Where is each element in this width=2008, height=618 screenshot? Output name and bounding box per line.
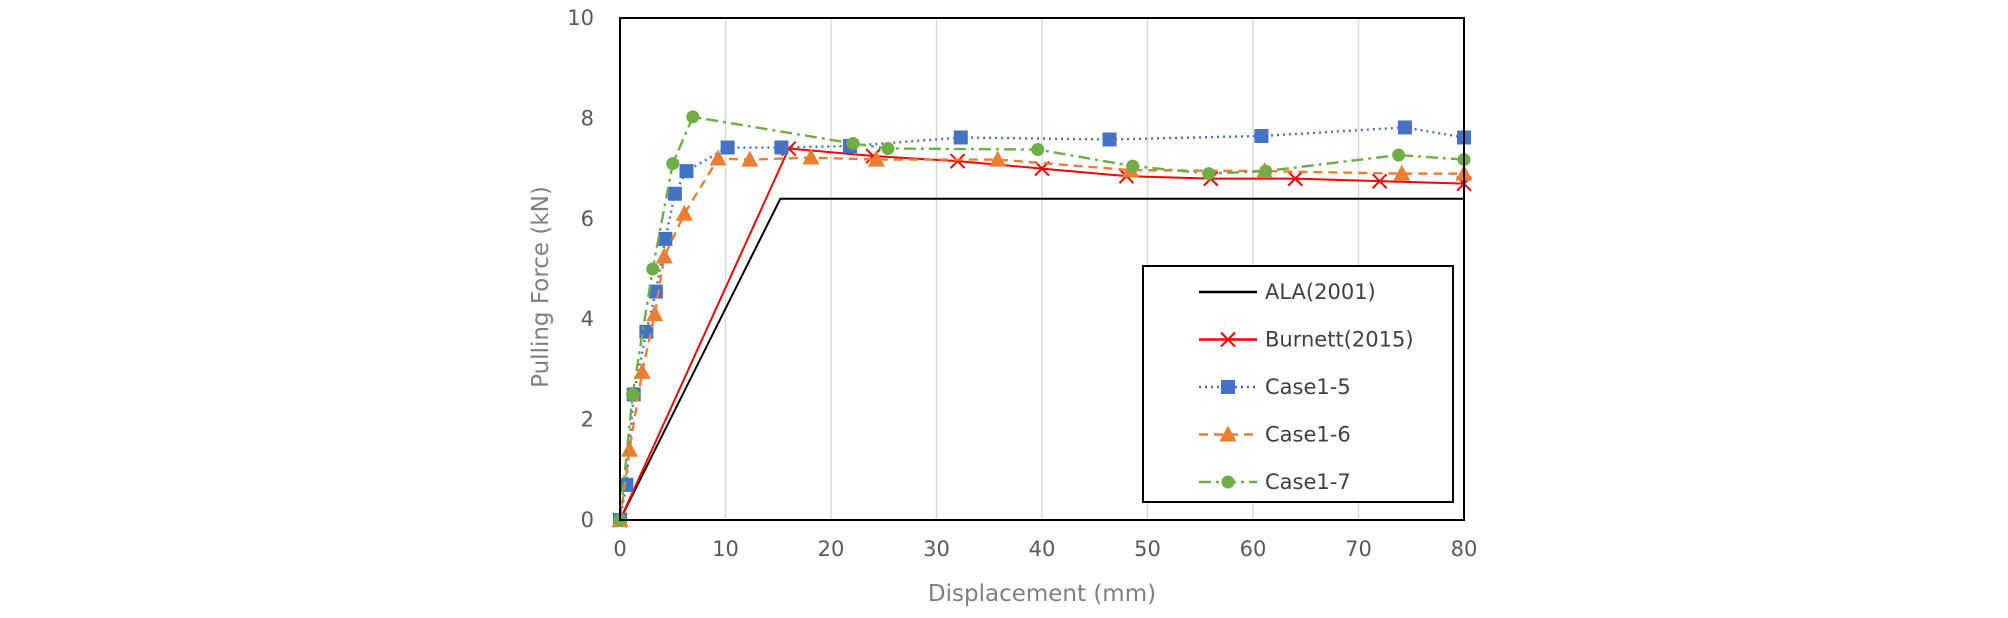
data-point-case1-7: [881, 142, 895, 156]
legend-label-burnett-2015: Burnett(2015): [1265, 328, 1414, 352]
legend-marker-burnett-2015: [1220, 331, 1236, 348]
x-marker-stroke: [1371, 173, 1388, 189]
data-point-case1-7: [1202, 167, 1216, 181]
legend: ALA(2001) Burnett(2015) Case1-5 Case1-6 Case…: [1142, 265, 1454, 503]
data-point-case1-6: [633, 362, 651, 379]
data-point-case1-5: [1397, 120, 1412, 135]
data-point-case1-5: [1102, 132, 1117, 147]
data-point-case1-7: [1126, 159, 1140, 173]
data-point-case1-5: [658, 231, 673, 246]
series-line-ala-2001: [619, 197, 1464, 521]
y-tick-label: 0: [581, 508, 594, 532]
y-tick-label: 6: [581, 207, 594, 231]
x-tick-label: 50: [1134, 537, 1161, 561]
series-case1-6: [611, 148, 1473, 527]
legend-item-case1-6: Case1-6: [1199, 423, 1351, 447]
data-point-case1-5: [774, 140, 789, 155]
legend-label-ala-2001: ALA(2001): [1265, 280, 1376, 304]
data-point-case1-5: [667, 186, 682, 201]
y-tick-label: 8: [581, 106, 594, 130]
data-point-case1-6: [989, 150, 1007, 167]
data-point-case1-6: [867, 150, 885, 167]
legend-box: [1142, 265, 1454, 503]
data-point-case1-5: [679, 164, 694, 179]
legend-item-ala-2001: ALA(2001): [1199, 280, 1376, 304]
x-tick-label: 40: [1029, 537, 1056, 561]
data-point-case1-7: [1259, 164, 1273, 178]
data-point-case1-7: [846, 137, 860, 150]
data-point-case1-6: [620, 440, 638, 457]
plot-area-frame: [619, 17, 1465, 521]
x-marker-stroke: [949, 153, 966, 169]
y-tick-label: 2: [581, 408, 594, 432]
legend-label-case1-6: Case1-6: [1265, 423, 1351, 447]
data-point-burnett-2015: [1287, 170, 1303, 187]
data-point-case1-7: [686, 110, 700, 124]
series-case1-7: [613, 110, 1471, 527]
series-ala-2001: [619, 197, 1464, 521]
x-tick-label: 30: [923, 537, 950, 561]
data-point-case1-5: [648, 284, 663, 299]
x-tick-label: 0: [613, 537, 626, 561]
legend-item-burnett-2015: Burnett(2015): [1199, 328, 1414, 352]
y-tick-label: 4: [581, 307, 594, 331]
legend-item-case1-7: Case1-7: [1199, 470, 1351, 494]
data-point-case1-6: [1393, 164, 1411, 181]
series-layer: [611, 110, 1473, 528]
data-point-case1-7: [1031, 143, 1045, 157]
x-tick-label: 80: [1451, 537, 1478, 561]
data-point-case1-7: [626, 388, 640, 401]
legend-marker-case1-7: [1221, 475, 1235, 489]
x-axis-title: Displacement (mm): [928, 581, 1156, 607]
legend-label-case1-7: Case1-7: [1265, 470, 1351, 494]
x-tick-label: 60: [1240, 537, 1267, 561]
data-point-case1-6: [741, 150, 759, 167]
legend-label-case1-5: Case1-5: [1265, 375, 1351, 399]
x-tick-label: 70: [1345, 537, 1372, 561]
x-marker-stroke: [865, 148, 881, 164]
data-point-case1-6: [646, 305, 664, 322]
data-point-case1-5: [619, 477, 634, 492]
data-point-case1-7: [1392, 148, 1406, 162]
data-point-case1-6: [802, 148, 820, 165]
legend-item-case1-5: Case1-5: [1199, 375, 1351, 399]
data-point-burnett-2015: [949, 153, 966, 169]
data-point-case1-5: [720, 140, 735, 155]
x-tick-label: 20: [818, 537, 845, 561]
x-tick-label: 10: [712, 537, 739, 561]
legend-marker-case1-5: [1221, 380, 1235, 394]
tick-labels: 0 10 20 30 40 50 60 70 80 0 2 4 6 8 10: [567, 6, 1477, 561]
data-point-case1-7: [646, 262, 660, 276]
x-marker-stroke: [1220, 331, 1236, 348]
data-point-case1-6: [709, 149, 727, 166]
series-line-burnett-2015: [619, 147, 1465, 521]
data-point-case1-6: [675, 204, 693, 221]
data-point-case1-6: [655, 247, 673, 264]
x-marker-stroke: [1287, 170, 1303, 187]
y-tick-label: 10: [567, 6, 594, 30]
data-point-case1-7: [666, 157, 680, 171]
legend-marker-case1-6: [1219, 425, 1237, 442]
data-point-burnett-2015: [1371, 173, 1388, 189]
data-point-case1-5: [1254, 128, 1269, 143]
data-point-case1-5: [953, 130, 968, 145]
y-axis-title: Pulling Force (kN): [528, 186, 554, 388]
